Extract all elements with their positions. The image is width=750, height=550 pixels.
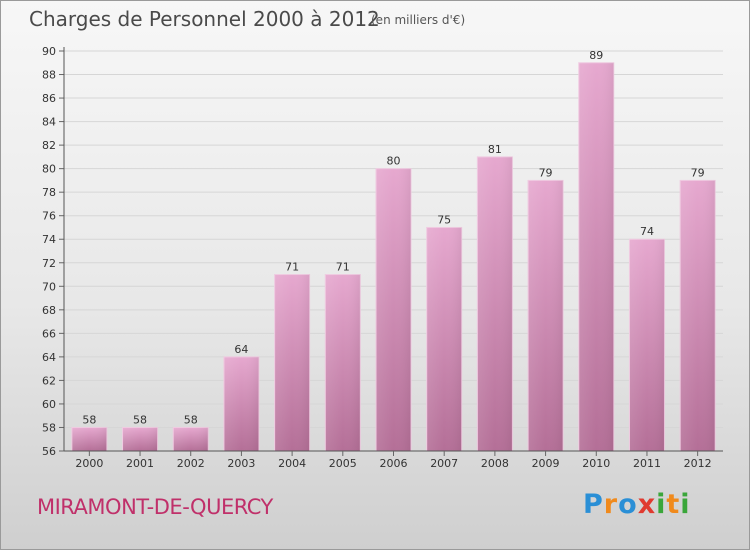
x-tick-label: 2009 xyxy=(532,457,560,470)
y-tick-label: 74 xyxy=(42,233,56,246)
y-tick-label: 84 xyxy=(42,116,56,129)
logo-letter: r xyxy=(603,489,619,520)
y-tick-label: 70 xyxy=(42,280,56,293)
y-tick-label: 80 xyxy=(42,163,56,176)
x-tick-label: 2000 xyxy=(75,457,103,470)
bar-sheen xyxy=(680,180,716,452)
logo-letter: t xyxy=(666,489,681,520)
y-tick-label: 64 xyxy=(42,351,56,364)
logo-letter: P xyxy=(583,489,604,520)
x-tick-label: 2005 xyxy=(329,457,357,470)
bar-value-label: 74 xyxy=(640,225,654,238)
bar-sheen xyxy=(578,62,614,451)
y-tick-label: 90 xyxy=(42,45,56,58)
chart-title: Charges de Personnel 2000 à 2012 xyxy=(29,7,380,31)
y-tick-label: 72 xyxy=(42,257,56,270)
bar-sheen xyxy=(426,227,462,451)
y-tick-label: 88 xyxy=(42,69,56,82)
bar-value-label: 58 xyxy=(133,413,147,426)
bar-value-label: 79 xyxy=(539,166,553,179)
x-tick-label: 2001 xyxy=(126,457,154,470)
x-tick-label: 2008 xyxy=(481,457,509,470)
bar-value-label: 71 xyxy=(285,261,299,274)
y-tick-label: 56 xyxy=(42,445,56,458)
y-tick-label: 66 xyxy=(42,327,56,340)
bar-value-label: 58 xyxy=(184,413,198,426)
bar-value-label: 81 xyxy=(488,143,502,156)
x-tick-label: 2002 xyxy=(177,457,205,470)
bar-value-label: 80 xyxy=(387,155,401,168)
logo-letter: x xyxy=(637,489,657,520)
proxiti-logo: Proxiti xyxy=(583,489,691,520)
x-tick-label: 2011 xyxy=(633,457,661,470)
commune-name: MIRAMONT-DE-QUERCY xyxy=(37,495,273,519)
bar-sheen xyxy=(173,427,209,451)
bar-sheen xyxy=(223,356,259,451)
bar-value-label: 75 xyxy=(437,213,451,226)
bar-sheen xyxy=(325,274,361,451)
x-tick-label: 2003 xyxy=(227,457,255,470)
bar-sheen xyxy=(376,168,411,451)
bar-value-label: 71 xyxy=(336,261,350,274)
y-tick-label: 82 xyxy=(42,139,56,152)
y-tick-label: 86 xyxy=(42,92,56,105)
bar-sheen xyxy=(71,427,107,451)
logo-letter: i xyxy=(656,489,667,520)
x-tick-label: 2004 xyxy=(278,457,306,470)
logo-letter: o xyxy=(618,489,638,520)
y-tick-label: 60 xyxy=(42,398,56,411)
axes: 56 58 60 62 64 66 68 70 72 74 76 78 80 82 84 86 88 90 58 20… xyxy=(42,45,723,470)
bar-value-label: 64 xyxy=(234,343,248,356)
bar-sheen xyxy=(629,239,665,451)
logo-letter: i xyxy=(680,489,691,520)
chart-subtitle: (en milliers d'€) xyxy=(371,13,466,27)
bar-sheen xyxy=(274,274,310,451)
x-tick-label: 2007 xyxy=(430,457,458,470)
x-tick-label: 2010 xyxy=(582,457,610,470)
bars xyxy=(71,62,716,452)
bar-value-label: 79 xyxy=(691,166,705,179)
y-tick-label: 76 xyxy=(42,210,56,223)
y-tick-label: 62 xyxy=(42,374,56,387)
y-tick-label: 78 xyxy=(42,186,56,199)
x-tick-label: 2012 xyxy=(684,457,712,470)
bar-sheen xyxy=(528,180,564,452)
y-tick-label: 58 xyxy=(42,421,56,434)
bar-value-label: 89 xyxy=(589,49,603,62)
bar-sheen xyxy=(122,427,158,451)
x-tick-label: 2006 xyxy=(380,457,408,470)
bar-sheen xyxy=(477,156,513,451)
y-tick-label: 68 xyxy=(42,304,56,317)
bar-value-label: 58 xyxy=(82,413,96,426)
